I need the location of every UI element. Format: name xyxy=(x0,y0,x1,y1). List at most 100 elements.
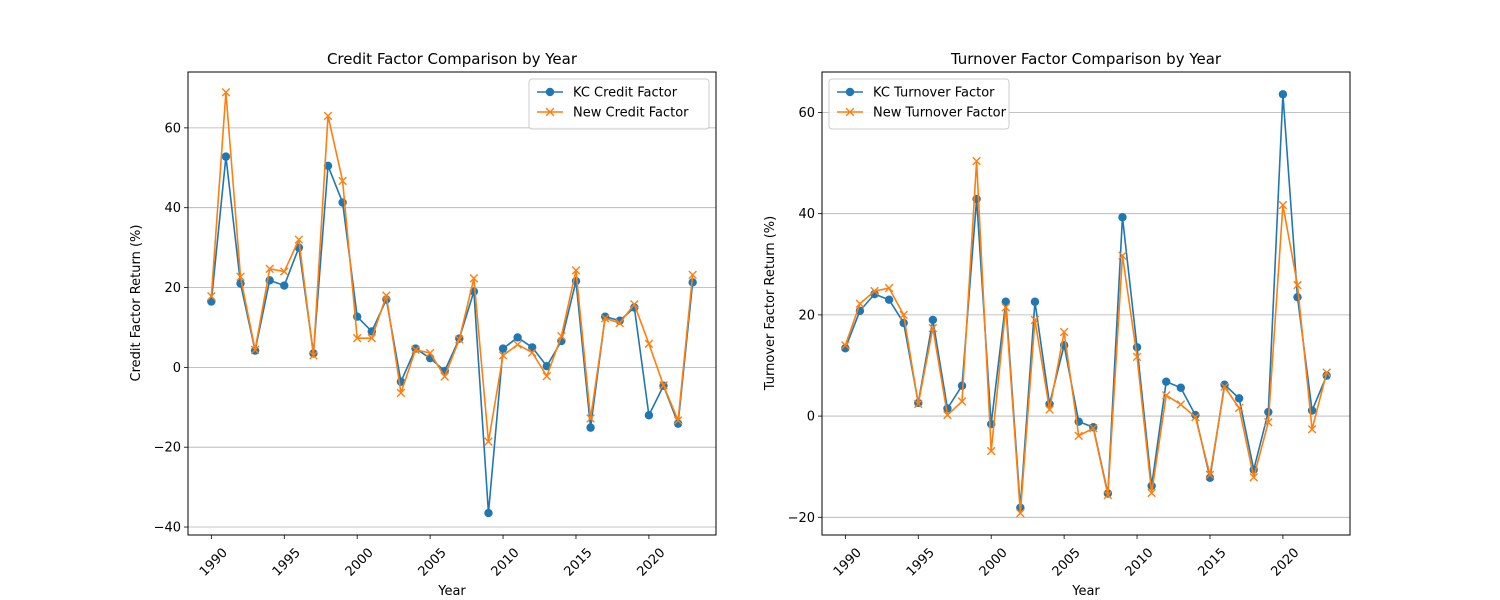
credit-point-1 xyxy=(323,111,333,121)
credit-point-1 xyxy=(352,333,362,343)
credit-legend-marker-1 xyxy=(545,107,555,117)
turnover-point-1 xyxy=(1264,417,1273,427)
credit-point-1 xyxy=(469,274,479,283)
credit-y-ticks: −40 −20 0 20 40 60 xyxy=(154,121,188,536)
turnover-point-1 xyxy=(1249,473,1259,482)
turnover-point-1 xyxy=(1220,382,1229,392)
turnover-point-1 xyxy=(986,446,996,456)
credit-legend-marker-0 xyxy=(545,87,555,97)
turnover-point-0 xyxy=(841,344,850,353)
credit-y-tick-label: 0 xyxy=(173,361,181,376)
turnover-point-0 xyxy=(899,318,908,328)
credit-legend-label-0: KC Credit Factor xyxy=(573,86,678,101)
turnover-legend-marker-0 xyxy=(845,87,855,97)
turnover-y-tick-label: 40 xyxy=(798,207,815,222)
credit-point-1 xyxy=(309,351,318,360)
turnover-point-1 xyxy=(972,156,981,166)
credit-chart-title: Credit Factor Comparison by Year xyxy=(327,50,578,68)
credit-point-1 xyxy=(294,235,304,244)
credit-point-0 xyxy=(513,333,522,342)
turnover-point-1 xyxy=(870,286,879,296)
credit-point-1 xyxy=(498,351,508,360)
credit-point-1 xyxy=(367,333,377,343)
turnover-point-1 xyxy=(1234,403,1244,413)
turnover-chart-title: Turnover Factor Comparison by Year xyxy=(950,50,1222,68)
turnover-point-1 xyxy=(1132,352,1142,362)
credit-point-1 xyxy=(396,388,406,398)
turnover-point-1 xyxy=(1322,368,1331,377)
credit-point-1 xyxy=(600,313,610,323)
credit-point-1 xyxy=(250,345,260,355)
turnover-point-0 xyxy=(1001,297,1010,306)
credit-point-0 xyxy=(586,423,595,432)
credit-legend-label-1: New Credit Factor xyxy=(573,106,689,121)
credit-point-1 xyxy=(615,318,625,328)
turnover-point-1 xyxy=(841,340,850,350)
credit-point-1 xyxy=(338,176,347,186)
turnover-point-1 xyxy=(899,310,908,320)
credit-y-tick-label: −40 xyxy=(154,521,181,536)
turnover-y-ticks: −20 0 20 40 60 xyxy=(788,106,822,526)
credit-plot-frame xyxy=(187,71,717,536)
turnover-y-tick-label: 20 xyxy=(798,308,815,323)
turnover-point-1 xyxy=(943,410,952,420)
credit-point-1 xyxy=(221,88,231,97)
credit-point-0 xyxy=(280,281,289,290)
turnover-point-0 xyxy=(1234,394,1244,403)
turnover-x-axis-label: Year xyxy=(1071,584,1100,599)
turnover-point-1 xyxy=(1147,488,1156,498)
turnover-plot-frame xyxy=(821,71,1351,536)
turnover-point-1 xyxy=(1045,405,1054,414)
turnover-gridlines xyxy=(822,112,1350,518)
credit-series xyxy=(207,88,697,518)
turnover-point-0 xyxy=(1030,297,1040,306)
credit-point-1 xyxy=(513,340,522,349)
turnover-point-1 xyxy=(1191,412,1200,422)
turnover-legend-label-0: KC Turnover Factor xyxy=(873,86,995,101)
turnover-point-1 xyxy=(1016,508,1025,518)
credit-point-1 xyxy=(484,437,493,446)
turnover-point-1 xyxy=(1088,423,1098,433)
turnover-y-axis-label: Turnover Factor Return (%) xyxy=(763,216,778,391)
credit-point-1 xyxy=(527,348,537,357)
turnover-point-0 xyxy=(1220,380,1229,389)
turnover-legend-label-1: New Turnover Factor xyxy=(873,106,1007,121)
turnover-y-tick-label: −20 xyxy=(788,511,815,526)
turnover-point-1 xyxy=(1103,490,1113,500)
credit-point-1 xyxy=(440,372,450,381)
credit-y-tick-label: −20 xyxy=(154,441,181,456)
turnover-point-1 xyxy=(1030,315,1040,325)
turnover-point-1 xyxy=(1059,327,1069,337)
turnover-point-1 xyxy=(1278,200,1288,210)
turnover-point-0 xyxy=(1162,377,1171,386)
turnover-point-0 xyxy=(1205,473,1215,483)
turnover-point-0 xyxy=(1293,292,1302,302)
credit-y-tick-label: 60 xyxy=(164,121,181,136)
turnover-point-0 xyxy=(1176,383,1186,392)
turnover-point-0 xyxy=(884,295,894,304)
credit-point-1 xyxy=(644,339,654,349)
credit-point-0 xyxy=(221,152,231,161)
turnover-point-1 xyxy=(1176,400,1186,409)
credit-point-1 xyxy=(542,371,552,381)
credit-point-1 xyxy=(688,270,697,280)
credit-point-1 xyxy=(571,266,581,275)
turnover-point-1 xyxy=(1293,280,1302,290)
credit-point-1 xyxy=(265,264,274,274)
credit-point-0 xyxy=(673,419,683,428)
credit-point-0 xyxy=(498,344,508,353)
credit-gridlines xyxy=(188,127,716,528)
turnover-point-1 xyxy=(1161,391,1171,400)
credit-y-tick-label: 40 xyxy=(164,201,181,216)
credit-x-axis-label: Year xyxy=(437,584,466,599)
turnover-legend-marker-1 xyxy=(845,107,855,117)
turnover-point-0 xyxy=(928,315,938,325)
turnover-point-1 xyxy=(1205,470,1215,480)
credit-point-1 xyxy=(425,348,435,358)
turnover-point-0 xyxy=(1118,213,1127,222)
credit-legend: KC Credit Factor New Credit Factor xyxy=(528,78,710,130)
turnover-point-0 xyxy=(957,381,967,390)
turnover-series-line-0 xyxy=(844,93,1328,509)
turnover-point-1 xyxy=(1001,303,1011,312)
